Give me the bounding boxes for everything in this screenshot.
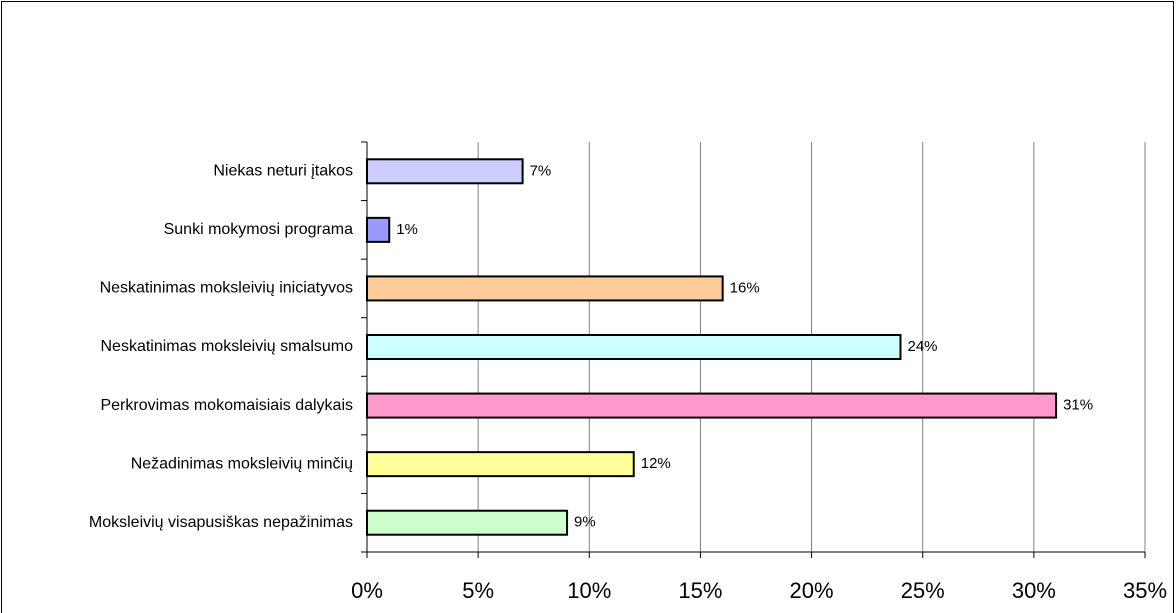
x-tick-label: 5%: [462, 578, 494, 603]
x-tick-label: 25%: [901, 578, 945, 603]
x-tick-label: 20%: [790, 578, 834, 603]
y-tick-label: Sunki mokymosi programa: [164, 221, 354, 238]
bar: [366, 334, 902, 360]
y-tick-label: Moksleivių visapusiškas nepažinimas: [89, 514, 353, 531]
y-tick-label: Niekas neturi įtakos: [213, 163, 353, 180]
bar: [366, 451, 635, 478]
bar: [366, 216, 391, 243]
value-label: 31%: [1063, 397, 1093, 414]
value-label: 24%: [907, 338, 937, 355]
bar: [366, 509, 569, 536]
x-tick-label: 35%: [1123, 578, 1167, 603]
y-tick-label: Perkrovimas mokomaisiais dalykais: [100, 397, 353, 414]
value-label: 1%: [396, 221, 418, 238]
y-tick-label: Neskatinimas moksleivių smalsumo: [100, 338, 353, 355]
value-label: 7%: [530, 162, 552, 179]
x-tick-label: 30%: [1012, 578, 1056, 603]
x-tick-label: 10%: [567, 578, 611, 603]
bar: [366, 275, 724, 302]
y-tick-label: Nežadinimas moksleivių minčių: [131, 455, 353, 472]
y-tick-label: Neskatinimas moksleivių iniciatyvos: [100, 280, 353, 297]
value-label: 12%: [641, 455, 671, 472]
x-tick-label: 0%: [351, 578, 383, 603]
bar: [366, 158, 524, 185]
bar: [366, 392, 1058, 419]
x-tick-label: 15%: [678, 578, 722, 603]
value-label: 9%: [574, 514, 596, 531]
value-label: 16%: [730, 279, 760, 296]
